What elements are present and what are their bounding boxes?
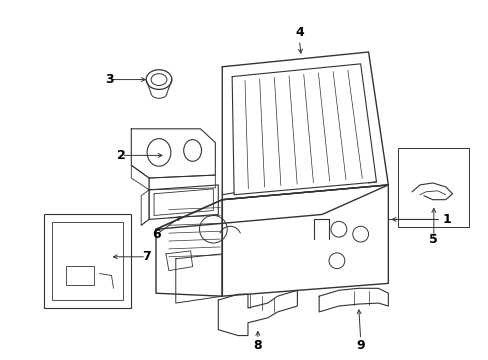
Text: 7: 7: [142, 250, 150, 263]
Text: 1: 1: [442, 213, 450, 226]
Bar: [52, 222, 123, 300]
Bar: [44, 215, 131, 308]
Text: 4: 4: [294, 26, 303, 39]
Bar: [397, 148, 468, 227]
Text: 3: 3: [105, 73, 114, 86]
Text: 8: 8: [253, 339, 262, 352]
Text: 6: 6: [152, 228, 161, 240]
Bar: [66, 266, 94, 285]
Text: 5: 5: [428, 233, 437, 246]
Text: 2: 2: [117, 149, 125, 162]
Text: 9: 9: [356, 339, 364, 352]
